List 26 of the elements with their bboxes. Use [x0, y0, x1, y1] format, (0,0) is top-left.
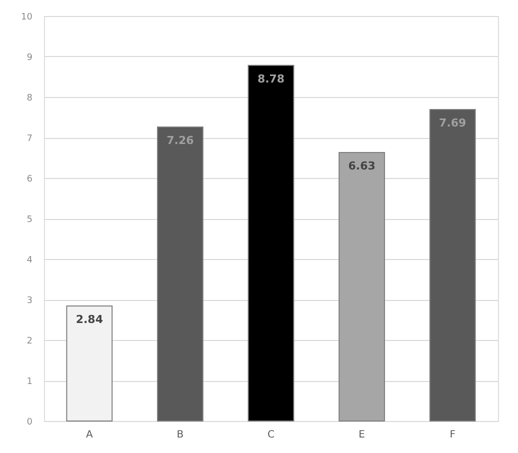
bar: [157, 126, 204, 422]
bar: [248, 64, 294, 422]
y-tick-label: 8: [26, 94, 33, 104]
x-tick-label: C: [268, 430, 275, 440]
y-tick-label: 1: [26, 377, 32, 387]
data-label: 6.63: [348, 159, 376, 172]
bar: [66, 305, 113, 422]
x-tick-label: A: [86, 430, 93, 440]
y-tick-label: 2: [26, 336, 32, 346]
x-tick-label: E: [358, 430, 365, 440]
y-tick-label: 4: [26, 256, 33, 266]
data-label: 8.78: [257, 72, 285, 86]
bar: [429, 109, 476, 422]
y-tick-label: 0: [26, 418, 33, 428]
y-tick-label: 9: [26, 53, 33, 63]
y-tick-label: 3: [26, 296, 32, 306]
x-tick-label: F: [450, 430, 456, 440]
y-tick-label: 5: [26, 215, 32, 225]
y-tick-label: 6: [26, 174, 33, 184]
data-label: 7.69: [439, 116, 466, 130]
data-label: 7.26: [166, 134, 194, 147]
bar: [338, 152, 385, 422]
x-tick-label: B: [176, 430, 184, 440]
y-tick-label: 10: [21, 12, 33, 22]
data-label: 2.84: [76, 312, 104, 326]
y-tick-label: 7: [26, 134, 32, 144]
